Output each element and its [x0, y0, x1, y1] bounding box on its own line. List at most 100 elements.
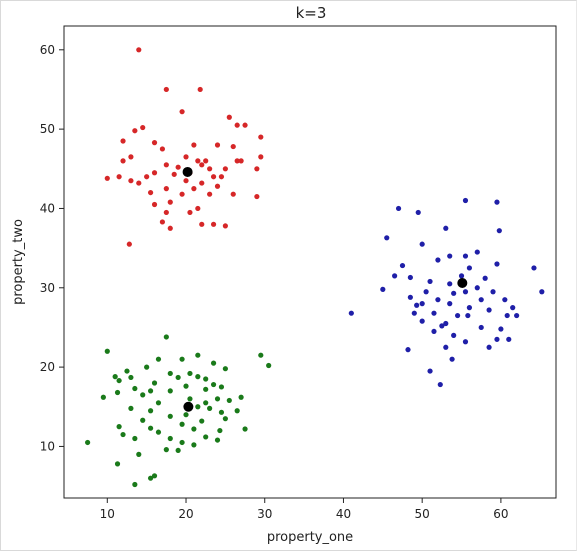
data-point — [502, 297, 508, 303]
data-point — [415, 209, 421, 216]
data-point — [179, 356, 185, 362]
data-point — [222, 416, 228, 422]
data-point — [214, 183, 221, 189]
data-point — [399, 262, 406, 269]
x-axis-label: property_one — [267, 530, 353, 545]
data-point — [197, 86, 203, 93]
data-point — [498, 326, 504, 332]
chart-title: k=3 — [296, 4, 327, 22]
data-point — [175, 447, 181, 454]
data-point — [419, 301, 425, 307]
data-point — [203, 158, 209, 164]
data-point — [159, 219, 165, 225]
data-point — [128, 154, 134, 160]
data-point — [451, 290, 457, 296]
data-point — [230, 191, 236, 197]
data-point — [462, 197, 469, 204]
data-point — [348, 310, 354, 316]
data-point — [207, 166, 213, 172]
data-point — [191, 442, 197, 448]
y-tick-label: 30 — [40, 281, 55, 295]
data-point — [494, 336, 500, 342]
data-point — [128, 178, 134, 184]
data-point — [167, 435, 173, 442]
x-tick-label: 50 — [415, 507, 430, 521]
data-point — [147, 425, 154, 431]
data-point — [435, 257, 441, 263]
data-point — [195, 158, 201, 164]
data-point — [179, 191, 185, 197]
data-point — [218, 174, 225, 180]
data-point — [455, 312, 461, 319]
data-point — [466, 305, 473, 311]
x-tick-label: 60 — [493, 507, 508, 521]
data-point — [439, 323, 445, 329]
y-axis: 10 20 30 40 50 60 — [40, 43, 64, 453]
data-point — [435, 297, 441, 303]
data-point — [490, 289, 496, 295]
data-point — [140, 392, 146, 398]
data-point — [155, 356, 162, 362]
data-point — [447, 281, 453, 287]
data-point — [504, 312, 510, 319]
data-point — [155, 400, 162, 406]
data-point — [132, 435, 138, 442]
data-point — [163, 334, 169, 340]
data-point — [423, 289, 429, 295]
data-point — [163, 209, 169, 216]
data-point — [151, 140, 158, 146]
data-point — [222, 166, 228, 172]
data-point — [151, 380, 158, 386]
data-point — [405, 347, 411, 353]
data-point — [147, 475, 154, 481]
plot-area — [85, 47, 545, 488]
data-point — [179, 439, 185, 446]
data-point — [114, 461, 121, 467]
data-point — [203, 386, 209, 392]
data-point — [443, 320, 449, 327]
data-point — [462, 339, 469, 345]
data-point — [167, 388, 173, 394]
data-point — [226, 397, 232, 404]
y-tick-label: 50 — [40, 122, 55, 136]
data-point — [258, 154, 264, 160]
data-point — [151, 170, 158, 176]
data-point — [451, 332, 457, 338]
data-point — [140, 417, 146, 423]
x-axis: 10 20 30 40 50 60 — [100, 498, 509, 521]
data-point — [392, 273, 398, 279]
data-point — [104, 348, 110, 354]
data-point — [120, 431, 126, 438]
data-point — [132, 481, 138, 488]
data-point — [191, 186, 197, 192]
data-point — [458, 273, 465, 279]
data-point — [179, 421, 185, 427]
series-cluster-3 — [85, 334, 272, 488]
data-point — [124, 368, 130, 374]
data-point — [217, 427, 223, 434]
data-point — [175, 374, 181, 381]
data-point — [128, 405, 134, 411]
data-point — [191, 426, 197, 432]
y-axis-label: property_two — [11, 219, 26, 305]
data-point — [411, 310, 417, 316]
data-point — [494, 261, 500, 267]
data-point — [126, 241, 132, 247]
data-point — [147, 189, 154, 196]
data-point — [462, 289, 469, 295]
data-point — [258, 134, 264, 140]
data-point — [195, 205, 201, 212]
data-point — [191, 142, 197, 148]
centroid-point — [457, 278, 468, 289]
y-tick-label: 40 — [40, 201, 55, 215]
data-point — [167, 370, 173, 377]
y-tick-label: 20 — [40, 360, 55, 374]
data-point — [510, 305, 516, 311]
data-point — [222, 223, 228, 229]
data-point — [539, 289, 545, 295]
data-point — [187, 209, 193, 216]
data-point — [207, 405, 213, 411]
data-point — [506, 336, 512, 342]
data-point — [474, 249, 480, 255]
